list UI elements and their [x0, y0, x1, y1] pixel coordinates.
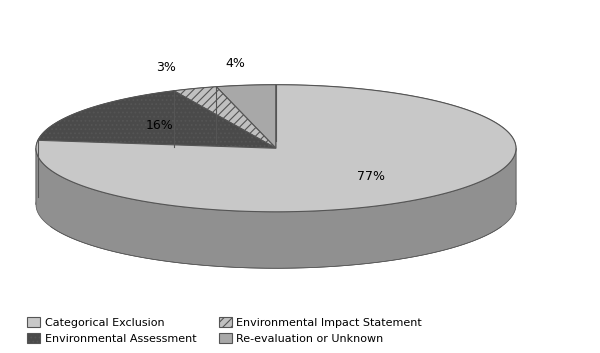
Text: 77%: 77% [357, 170, 385, 183]
Polygon shape [217, 85, 276, 143]
Polygon shape [38, 91, 276, 148]
Polygon shape [38, 91, 174, 197]
Text: 16%: 16% [146, 119, 173, 132]
Text: 3%: 3% [157, 61, 176, 74]
Polygon shape [174, 87, 217, 147]
Polygon shape [36, 140, 38, 205]
Text: 4%: 4% [226, 57, 245, 70]
Polygon shape [36, 85, 516, 212]
Polygon shape [174, 87, 276, 148]
Polygon shape [276, 85, 516, 205]
Polygon shape [36, 148, 516, 268]
Polygon shape [217, 85, 276, 148]
Legend: Categorical Exclusion, Environmental Assessment, Environmental Impact Statement,: Categorical Exclusion, Environmental Ass… [23, 314, 425, 347]
